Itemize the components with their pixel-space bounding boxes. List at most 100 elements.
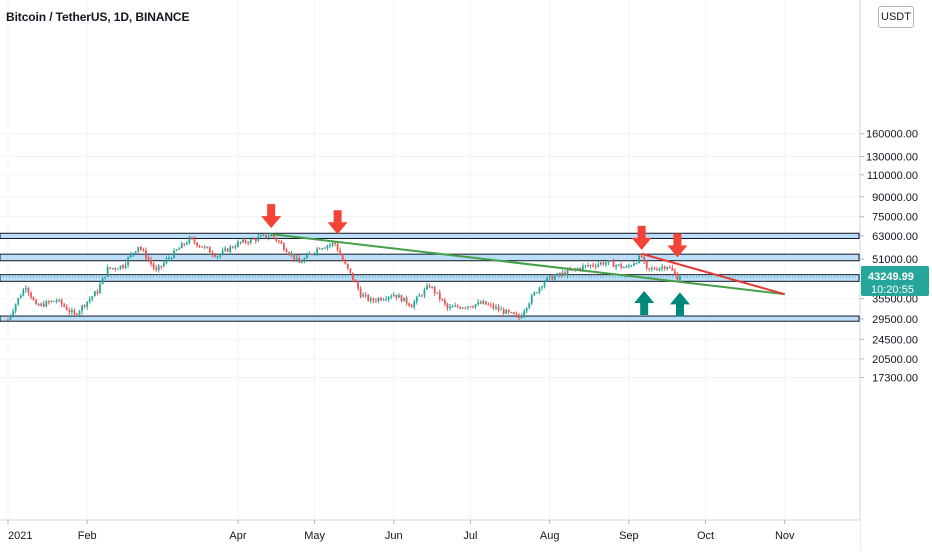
- candle-body: [147, 258, 150, 260]
- candle-body: [63, 304, 66, 307]
- price-tick-label: 20500.00: [872, 354, 918, 366]
- candle-body: [93, 291, 96, 297]
- candle-body: [272, 234, 275, 238]
- candle-body: [114, 268, 117, 270]
- candle-body: [226, 248, 229, 252]
- candle-body: [661, 266, 663, 269]
- candle-body: [290, 253, 293, 255]
- candle-body: [497, 307, 500, 310]
- candle-body: [42, 303, 45, 307]
- down-arrow-icon: [261, 204, 282, 229]
- candle-body: [548, 275, 551, 278]
- chart-title: Bitcoin / TetherUS, 1D, BINANCE: [6, 10, 190, 24]
- candle-body: [451, 306, 454, 308]
- candle-body: [318, 248, 321, 250]
- down-arrow-icon: [667, 233, 688, 258]
- candle-body: [438, 292, 441, 300]
- candle-body: [17, 298, 20, 305]
- candle-body: [260, 235, 262, 237]
- candle-body: [58, 299, 60, 301]
- time-tick-label: Jun: [385, 530, 403, 542]
- currency-button[interactable]: USDT: [878, 6, 914, 28]
- candle-body: [357, 282, 359, 289]
- candle-body: [239, 241, 242, 243]
- candle-body: [303, 258, 306, 263]
- candle-body: [663, 266, 666, 269]
- candle-body: [607, 260, 610, 263]
- candle-body: [433, 286, 436, 294]
- candle-body: [579, 268, 582, 270]
- candle-body: [459, 307, 462, 309]
- candle-body: [431, 286, 434, 288]
- candle-body: [300, 262, 303, 264]
- candle-body: [382, 299, 385, 301]
- candle-body: [538, 287, 541, 293]
- up-arrow-icon: [669, 292, 690, 317]
- time-tick-label: Jul: [463, 530, 477, 542]
- candle-body: [237, 241, 239, 247]
- candle-body: [512, 312, 515, 315]
- candle-body: [162, 262, 165, 267]
- candle-body: [280, 241, 283, 244]
- candle-body: [298, 257, 301, 263]
- candle-body: [395, 294, 398, 298]
- price-zone: [0, 253, 860, 262]
- candle-body: [418, 295, 421, 297]
- candle-body: [88, 298, 91, 302]
- candle-body: [656, 269, 658, 271]
- down-arrow-icon: [327, 210, 348, 235]
- candle-body: [19, 295, 22, 299]
- candle-body: [244, 239, 247, 243]
- candle-body: [262, 234, 265, 236]
- candle-body: [185, 243, 188, 245]
- last-price-tag: [861, 266, 929, 297]
- candle-body: [344, 261, 347, 264]
- down-arrow-icon: [631, 225, 652, 250]
- candle-body: [423, 289, 426, 296]
- candle-body: [180, 243, 183, 249]
- candle-body: [479, 302, 482, 304]
- price-zone: [0, 315, 860, 322]
- candle-body: [413, 301, 416, 308]
- candle-body: [561, 272, 564, 275]
- candles: [7, 232, 681, 322]
- candle-body: [334, 243, 336, 245]
- candle-body: [152, 263, 155, 268]
- candle-body: [27, 288, 30, 293]
- candle-body: [249, 238, 252, 243]
- candle-body: [224, 248, 227, 251]
- candle-body: [116, 268, 119, 270]
- candle-body: [676, 273, 679, 281]
- candle-body: [9, 315, 12, 320]
- candle-body: [76, 313, 78, 316]
- candle-body: [403, 297, 405, 302]
- price-zone: [0, 274, 860, 282]
- price-tick-label: 75000.00: [872, 212, 918, 224]
- candle-body: [640, 256, 643, 258]
- candle-body: [528, 303, 531, 308]
- candle-body: [216, 256, 219, 258]
- candle-body: [196, 242, 198, 246]
- candle-body: [597, 264, 600, 267]
- candle-body: [306, 254, 308, 259]
- candle-body: [630, 265, 633, 267]
- time-axis: [0, 520, 860, 550]
- candle-body: [275, 237, 278, 241]
- candle-body: [313, 253, 316, 255]
- candle-body: [170, 257, 173, 259]
- candle-body: [354, 279, 357, 283]
- candle-body: [352, 272, 354, 280]
- candle-body: [398, 295, 400, 298]
- candle-body: [569, 269, 571, 271]
- time-tick-label: Oct: [697, 530, 714, 542]
- candle-body: [32, 297, 35, 301]
- candle-body: [380, 298, 382, 301]
- candle-body: [47, 301, 50, 303]
- candle-body: [558, 273, 561, 275]
- candle-body: [134, 251, 137, 253]
- candle-body: [650, 268, 653, 270]
- candle-body: [612, 261, 615, 268]
- candle-body: [12, 311, 15, 316]
- candle-body: [415, 296, 418, 302]
- time-tick-label: 2021: [8, 530, 32, 542]
